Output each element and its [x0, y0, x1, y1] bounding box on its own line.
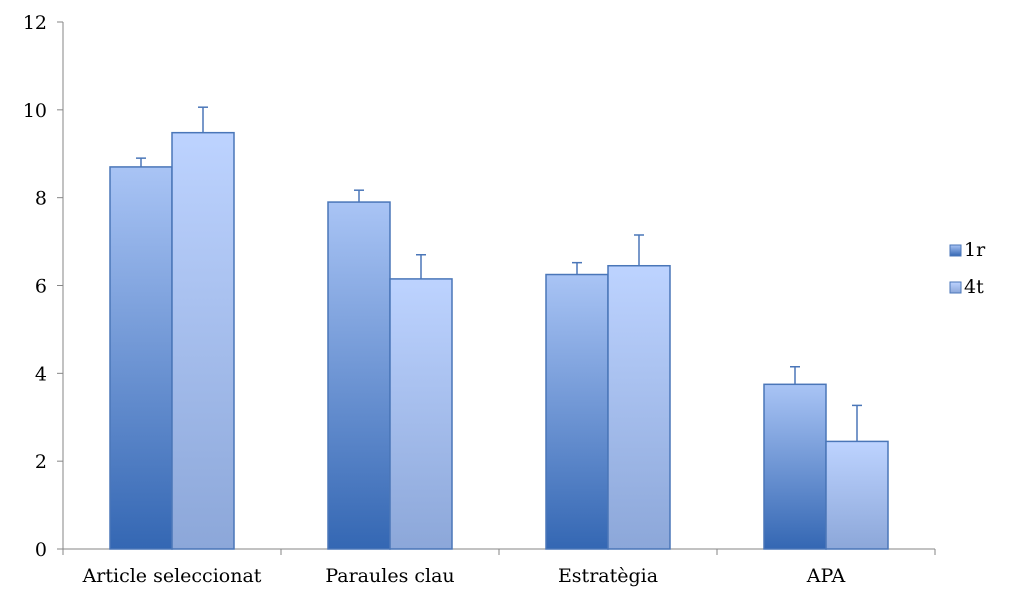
bar-1r-1 [327, 201, 391, 550]
bar-1r-2 [545, 273, 609, 550]
y-tick-label: 0 [35, 539, 47, 561]
y-tick-label: 8 [35, 188, 47, 210]
bar-4t-0 [171, 131, 235, 550]
error-bars [136, 106, 862, 442]
y-tick-label: 6 [35, 276, 47, 298]
bar-1r-3 [763, 383, 827, 550]
y-tick-label: 10 [23, 100, 47, 122]
y-axis: 0 2 4 6 8 10 12 [23, 12, 64, 561]
bar-4t-1 [389, 278, 453, 550]
x-tick-label: Paraules clau [325, 565, 454, 587]
y-tick-label: 12 [23, 12, 47, 34]
bar-1r-0 [109, 166, 173, 550]
legend-label-4t: 4t [964, 276, 984, 298]
bar-4t-2 [607, 264, 671, 550]
y-tick-label: 2 [35, 451, 47, 473]
x-tick-label: Article seleccionat [82, 565, 262, 587]
legend-swatch-1r [949, 244, 962, 257]
x-tick-label: APA [806, 565, 846, 587]
x-axis: Article seleccionat Paraules clau Estratèg… [62, 548, 936, 587]
y-tick-label: 4 [35, 363, 47, 385]
legend: 1r 4t [949, 239, 986, 298]
bar-4t-3 [825, 440, 889, 550]
legend-label-1r: 1r [964, 239, 986, 261]
legend-swatch-4t [949, 281, 962, 294]
x-tick-label: Estratègia [558, 565, 658, 587]
bars [109, 131, 889, 550]
